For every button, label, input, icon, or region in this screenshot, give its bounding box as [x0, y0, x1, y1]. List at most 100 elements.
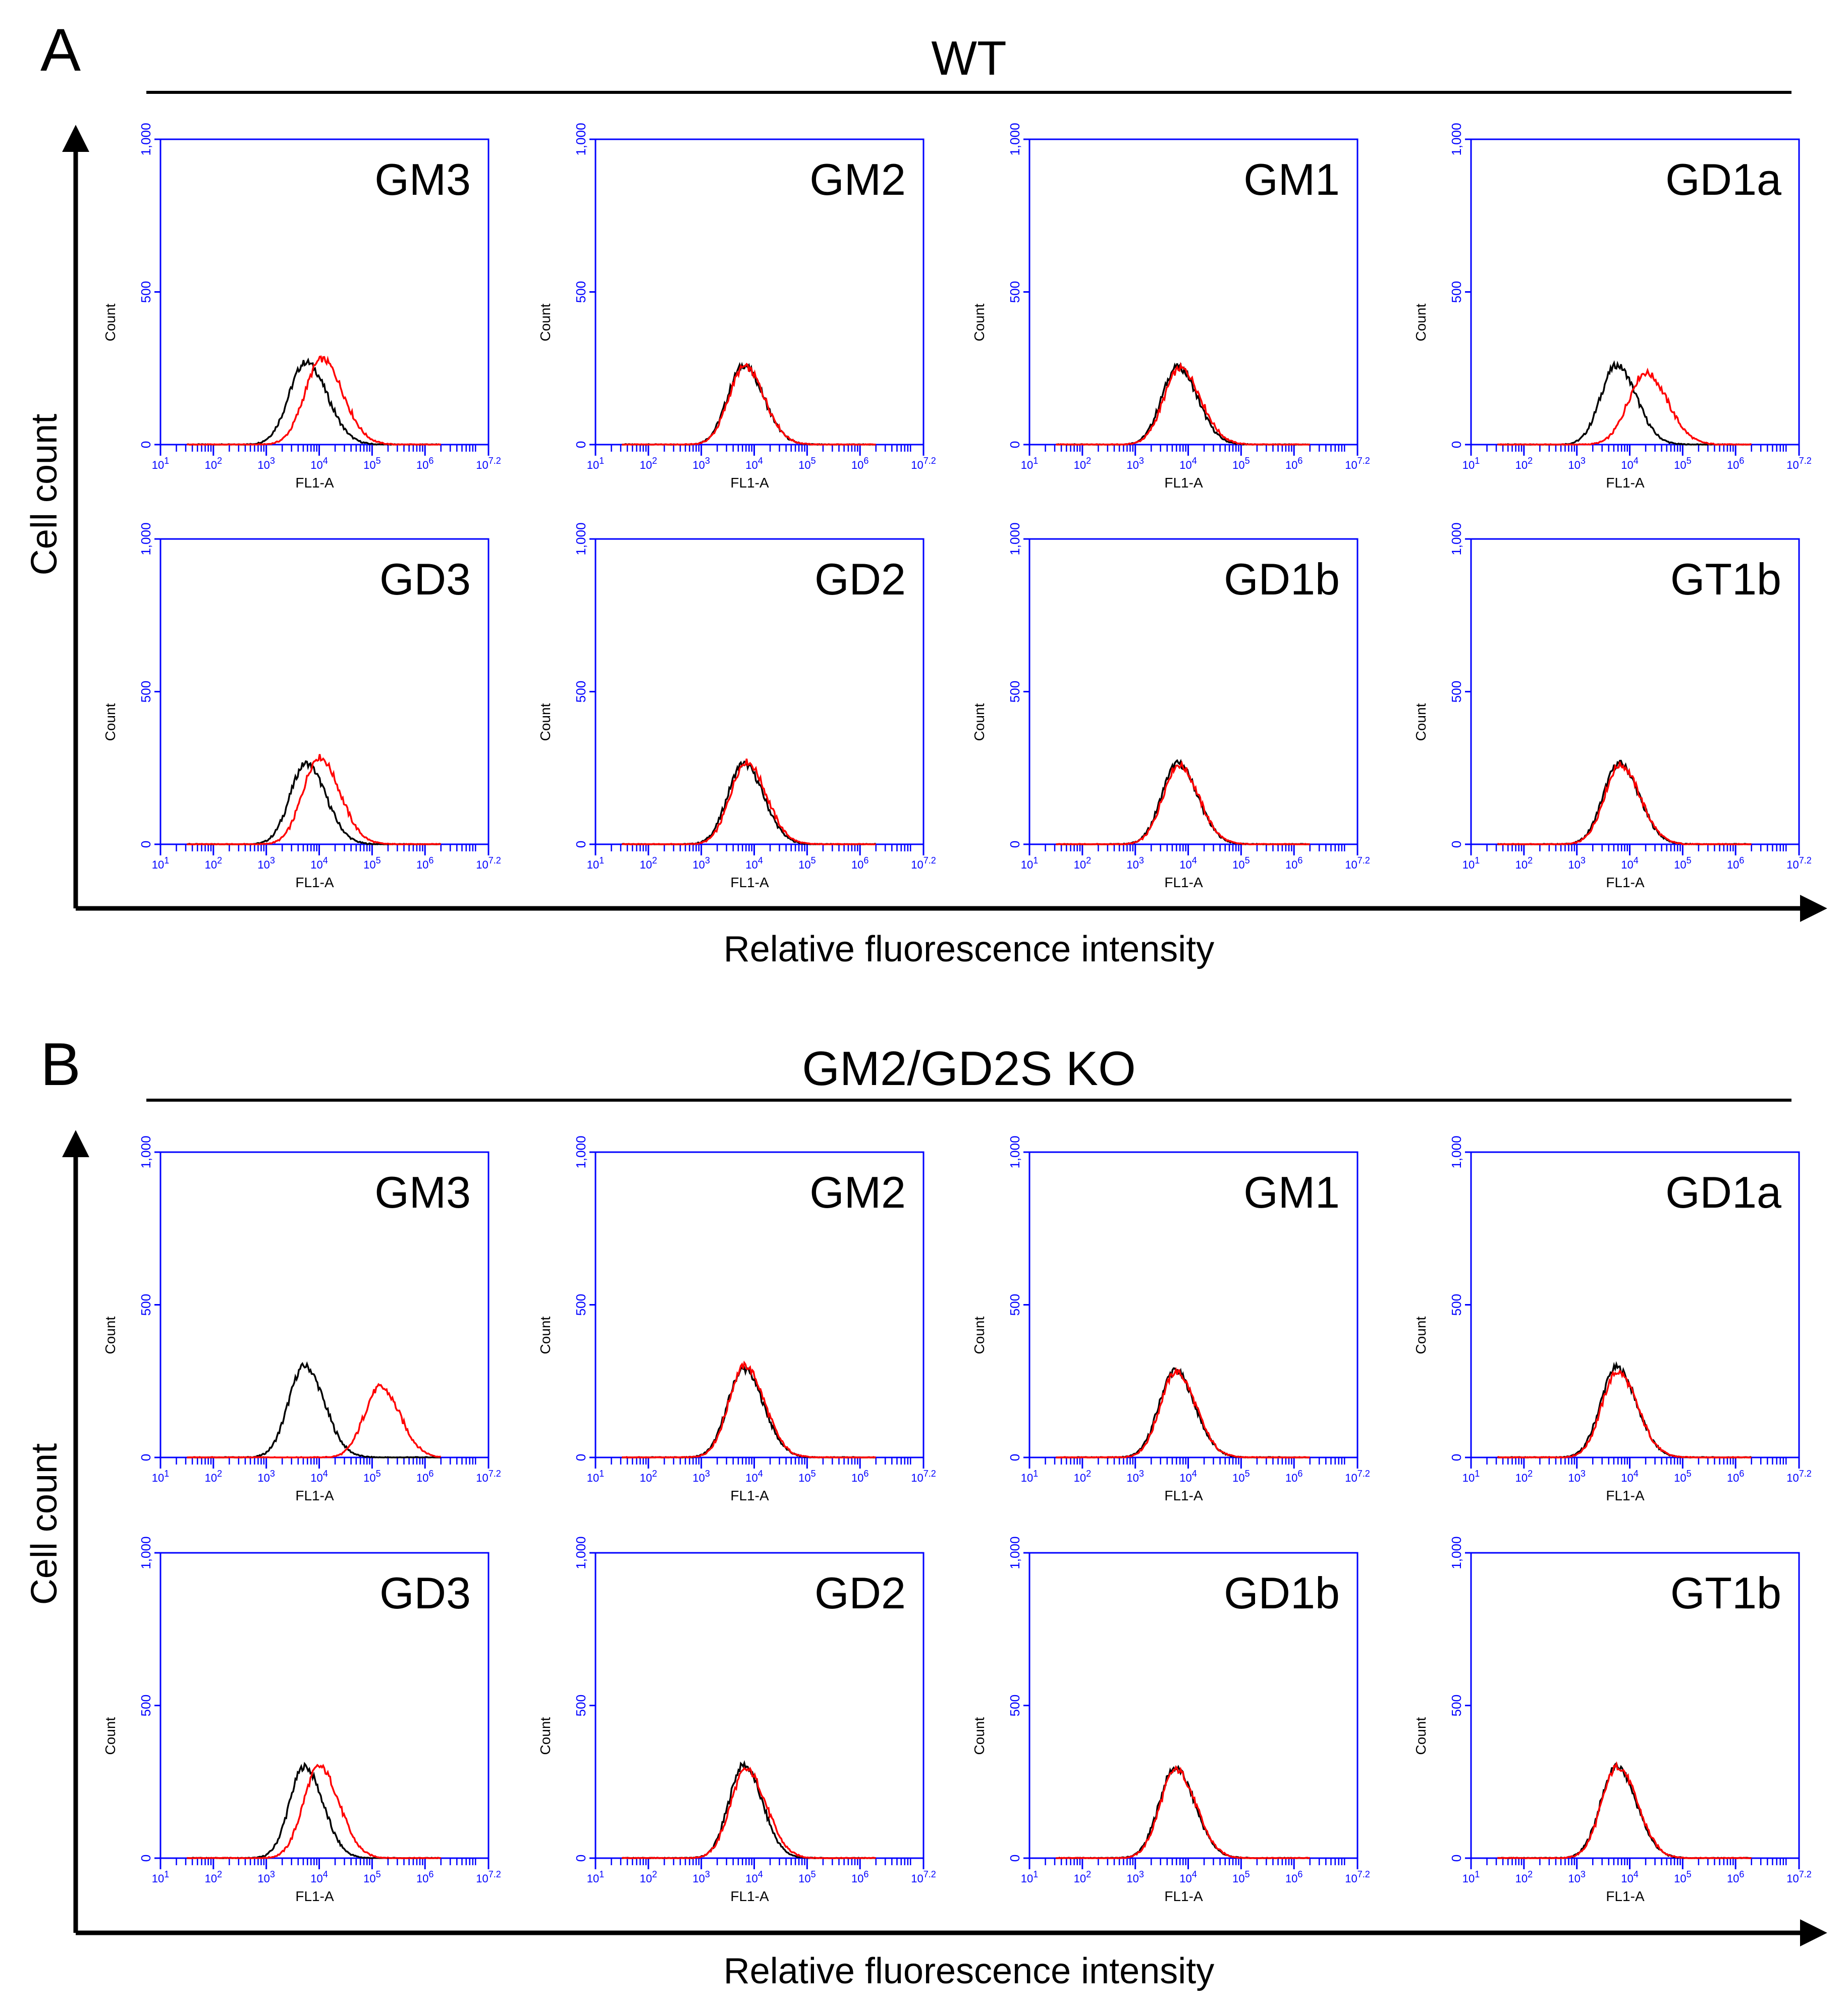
x-tick-label: 102: [640, 1469, 658, 1484]
x-tick-label: 102: [1074, 456, 1092, 471]
antigen-label: GT1b: [1670, 554, 1781, 604]
x-tick-label: 101: [1021, 855, 1039, 871]
y-tick-label: 0: [1449, 841, 1464, 848]
y-tick-label: 1,000: [1007, 1135, 1022, 1168]
x-tick-label: 106: [851, 1469, 869, 1484]
histogram-plot-b-gd3: GD3 0 500 1,000 Count 101 102 103 104 105 106 107.2…: [102, 1536, 501, 1904]
x-tick-label: 104: [1179, 1869, 1197, 1885]
y-axis-title: Count: [971, 703, 987, 741]
x-axis-title: FL1-A: [1606, 1488, 1645, 1503]
histogram-plot-b-gm1: GM1 0 500 1,000 Count 101 102 103 104 105 106 107.2…: [971, 1135, 1370, 1503]
x-axis-title: FL1-A: [730, 1888, 769, 1904]
y-axis-title: Count: [102, 1316, 118, 1354]
x-tick-label: 107.2: [476, 855, 501, 871]
x-tick-label: 105: [363, 456, 381, 471]
x-tick-label: 103: [692, 855, 710, 871]
x-tick-label: 102: [640, 456, 658, 471]
x-tick-label: 106: [1285, 1869, 1303, 1885]
control-series-line: [1497, 360, 1752, 446]
y-tick-label: 1,000: [138, 1135, 153, 1168]
x-tick-label: 106: [1727, 1469, 1745, 1484]
x-tick-label: 105: [1674, 1869, 1692, 1885]
y-axis-title: Count: [971, 303, 987, 341]
x-tick-label: 102: [1515, 1469, 1533, 1484]
x-tick-label: 104: [1179, 855, 1197, 871]
control-series-line: [1497, 760, 1752, 845]
x-tick-label: 102: [1074, 855, 1092, 871]
x-tick-label: 106: [1727, 855, 1745, 871]
y-tick-label: 0: [1449, 441, 1464, 448]
x-tick-label: 105: [363, 1469, 381, 1484]
x-tick-label: 102: [1515, 456, 1533, 471]
x-tick-label: 107.2: [1345, 456, 1370, 471]
y-axis-title: Count: [1413, 1316, 1429, 1354]
x-tick-label: 105: [798, 456, 816, 471]
stained-series-line: [186, 754, 441, 845]
y-axis-title: Count: [971, 1316, 987, 1354]
stained-series-line: [1056, 1765, 1310, 1859]
x-tick-label: 105: [1674, 1469, 1692, 1484]
y-tick-label: 0: [573, 1855, 588, 1862]
antigen-label: GM2: [809, 1167, 906, 1217]
control-series-line: [622, 1760, 876, 1859]
x-tick-label: 101: [587, 1469, 605, 1484]
x-tick-label: 103: [1568, 855, 1586, 871]
x-tick-label: 102: [205, 1869, 223, 1885]
x-tick-label: 106: [851, 855, 869, 871]
x-tick-label: 101: [587, 456, 605, 471]
y-tick-label: 0: [1007, 1855, 1022, 1862]
x-tick-label: 107.2: [1345, 1469, 1370, 1484]
x-tick-label: 106: [1727, 1869, 1745, 1885]
x-tick-label: 102: [1515, 1869, 1533, 1885]
y-tick-label: 0: [573, 1454, 588, 1461]
x-tick-label: 104: [310, 456, 328, 471]
x-tick-label: 103: [1126, 855, 1144, 871]
x-tick-label: 105: [798, 1469, 816, 1484]
y-axis-title: Count: [1413, 1717, 1429, 1755]
x-axis-title: FL1-A: [295, 1888, 334, 1904]
histogram-plot-b-gd2: GD2 0 500 1,000 Count 101 102 103 104 105 106 107.2…: [537, 1536, 936, 1904]
control-series-line: [1497, 1762, 1752, 1859]
histogram-plot-b-gd1b: GD1b 0 500 1,000 Count 101 102 103 104 105 106 107.…: [971, 1536, 1370, 1904]
x-tick-label: 105: [363, 1869, 381, 1885]
x-tick-label: 107.2: [1786, 1469, 1812, 1484]
y-tick-label: 500: [138, 1294, 153, 1316]
antigen-label: GD1a: [1665, 154, 1781, 204]
panel-a-title: WT: [931, 31, 1006, 85]
antigen-label: GD1b: [1224, 1568, 1340, 1618]
y-tick-label: 500: [1007, 1695, 1022, 1716]
control-series-line: [622, 1366, 876, 1458]
x-tick-label: 104: [1179, 456, 1197, 471]
stained-series-line: [1497, 1761, 1752, 1859]
y-tick-label: 1,000: [138, 1536, 153, 1569]
x-tick-label: 101: [587, 855, 605, 871]
panel-a-y-axis-label: Cell count: [24, 414, 65, 575]
x-tick-label: 104: [1179, 1469, 1197, 1484]
x-tick-label: 102: [1515, 855, 1533, 871]
x-tick-label: 104: [310, 1469, 328, 1484]
x-tick-label: 101: [152, 855, 170, 871]
x-axis-title: FL1-A: [295, 875, 334, 890]
antigen-label: GM1: [1243, 154, 1340, 204]
antigen-label: GM3: [374, 1167, 471, 1217]
stained-series-line: [187, 1764, 441, 1859]
stained-series-line: [621, 1360, 876, 1458]
x-tick-label: 101: [587, 1869, 605, 1885]
y-tick-label: 1,000: [138, 522, 153, 555]
x-tick-label: 102: [205, 456, 223, 471]
y-tick-label: 500: [1449, 1294, 1464, 1316]
x-tick-label: 103: [1568, 456, 1586, 471]
control-series-line: [187, 1761, 441, 1859]
x-tick-label: 106: [1727, 456, 1745, 471]
y-axis-title: Count: [537, 1717, 553, 1755]
x-tick-label: 105: [1674, 855, 1692, 871]
x-tick-label: 107.2: [911, 456, 936, 471]
y-tick-label: 0: [138, 1855, 153, 1862]
x-tick-label: 102: [1074, 1469, 1092, 1484]
x-tick-label: 103: [1126, 456, 1144, 471]
x-tick-label: 103: [1568, 1469, 1586, 1484]
y-tick-label: 0: [1007, 1454, 1022, 1461]
stained-series-line: [622, 362, 876, 446]
control-series-line: [622, 361, 876, 446]
x-tick-label: 107.2: [1786, 456, 1812, 471]
